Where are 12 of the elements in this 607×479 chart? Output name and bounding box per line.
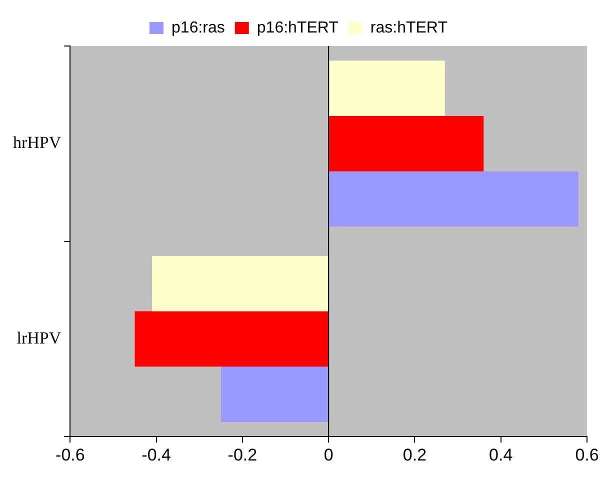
x-tick-label: 0 <box>324 445 334 464</box>
x-tick-label: -0.2 <box>228 445 258 464</box>
legend-label: p16:hTERT <box>256 19 339 36</box>
x-tick-label: 0.6 <box>575 445 599 464</box>
x-tick-label: -0.6 <box>56 445 85 464</box>
legend-label: p16:ras <box>172 19 225 36</box>
x-tick-label: -0.4 <box>142 445 171 464</box>
y-tick-label: hrHPV <box>13 133 62 152</box>
legend-label: ras:hTERT <box>370 19 448 36</box>
x-tick-label: 0.2 <box>402 445 427 464</box>
y-tick-label: lrHPV <box>16 328 62 348</box>
x-tick-label: 0.4 <box>489 445 513 464</box>
